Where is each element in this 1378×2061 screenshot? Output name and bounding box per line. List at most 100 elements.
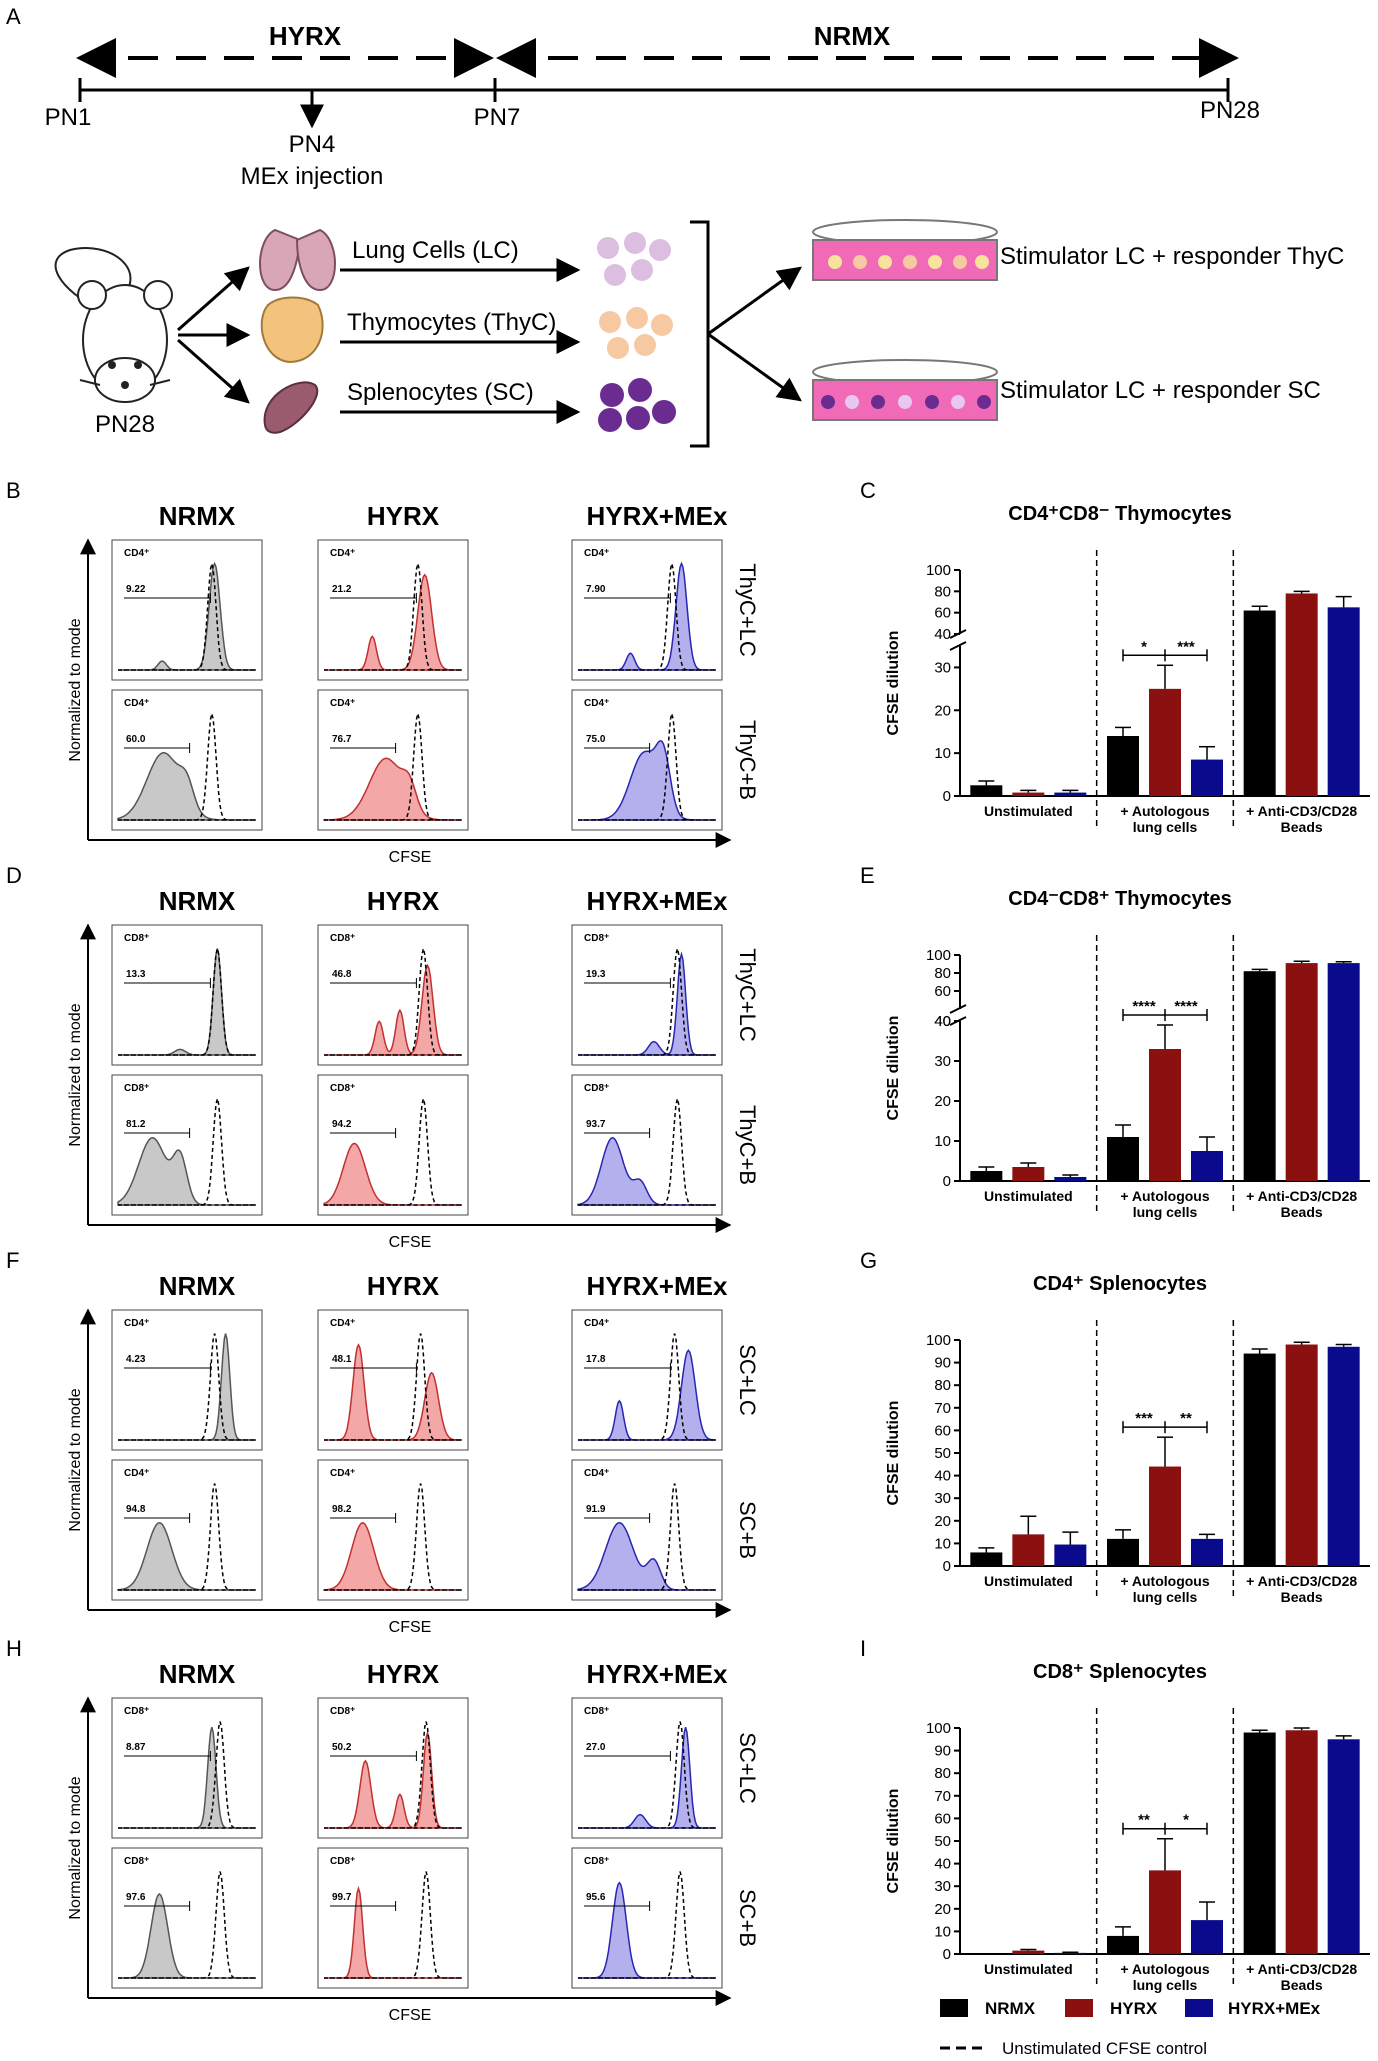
significance-label: *** — [1135, 1410, 1153, 1427]
gate-label: CD8⁺ — [584, 1706, 609, 1717]
condition-label: SC+LC — [735, 1732, 760, 1804]
gate-label: CD8⁺ — [330, 1706, 355, 1717]
y-tick-label: 20 — [934, 702, 951, 719]
flow-histogram: CD8⁺ 99.7 — [317, 1847, 469, 1989]
gate-percentage: 93.7 — [586, 1119, 606, 1130]
gate-label: CD4⁺ — [124, 1318, 149, 1329]
unstimulated-control-curve — [578, 1098, 716, 1206]
gate-label: CD4⁺ — [124, 548, 149, 559]
bar — [1054, 792, 1087, 796]
category-label: lung cells — [1133, 1589, 1198, 1605]
flow-x-axis-label: CFSE — [389, 1234, 432, 1251]
flow-column-title: HYRX+MEx — [587, 501, 728, 531]
flow-column-title: NRMX — [159, 1659, 236, 1689]
y-tick-label: 70 — [934, 1788, 951, 1805]
gate-label: CD4⁺ — [584, 1318, 609, 1329]
bar — [1149, 1466, 1181, 1566]
flow-histogram: CD8⁺ 94.2 — [317, 1074, 469, 1216]
flow-y-axis-label: Normalized to mode — [67, 1003, 84, 1146]
gate-label: CD4⁺ — [330, 1468, 355, 1479]
flow-histogram: CD4⁺ 48.1 — [317, 1309, 469, 1451]
y-tick-label: 60 — [934, 605, 951, 622]
y-tick-label: 100 — [926, 947, 951, 964]
lung-cells-label: Lung Cells (LC) — [352, 237, 519, 264]
legend-label-hyrx-mex: HYRX+MEx — [1228, 1999, 1321, 2018]
flow-histogram: CD4⁺ 98.2 — [317, 1459, 469, 1601]
gate-label: CD4⁺ — [330, 1318, 355, 1329]
gate-percentage: 99.7 — [332, 1892, 352, 1903]
mouse-age-label: PN28 — [95, 411, 155, 438]
y-tick-label: 90 — [934, 1355, 951, 1372]
flow-histogram: CD4⁺ 76.7 — [317, 689, 469, 831]
category-label: + Autologous — [1120, 1188, 1210, 1204]
bar — [1012, 1534, 1045, 1566]
y-tick-label: 30 — [934, 659, 951, 676]
gate-label: CD4⁺ — [124, 698, 149, 709]
bar — [1327, 607, 1360, 796]
unstimulated-control-curve — [578, 1871, 716, 1979]
flow-histogram: CD8⁺ 27.0 — [571, 1697, 723, 1839]
gate-label: CD4⁺ — [584, 1468, 609, 1479]
histogram-frame — [111, 1697, 263, 1839]
gate-label: CD8⁺ — [124, 1083, 149, 1094]
y-tick-label: 20 — [934, 1901, 951, 1918]
histogram-frame — [571, 1697, 723, 1839]
bar — [1285, 963, 1318, 1181]
unstimulated-control-curve — [578, 1483, 716, 1591]
bar — [970, 785, 1003, 796]
bar — [1191, 1920, 1223, 1954]
flow-histogram: CD4⁺ 60.0 — [111, 689, 263, 831]
category-label: Unstimulated — [984, 1188, 1073, 1204]
category-label: lung cells — [1133, 1204, 1198, 1220]
flow-histogram: CD4⁺ 9.22 — [111, 539, 263, 681]
unstimulated-control-curve — [324, 1483, 462, 1591]
y-tick-label: 40 — [934, 626, 951, 643]
gate-percentage: 75.0 — [586, 734, 606, 745]
bar-chart-g: G CD4⁺ Splenocytes 0 10 20 30 40 50 60 70 80 90 100 C… — [860, 1248, 1370, 1605]
unstimulated-control-curve — [578, 948, 716, 1056]
unstimulated-control-curve — [324, 563, 462, 671]
gate-percentage: 81.2 — [126, 1119, 146, 1130]
bar — [1107, 1137, 1139, 1181]
legend-dashed-label: Unstimulated CFSE control — [1002, 2039, 1207, 2058]
thymus-icon — [260, 296, 324, 364]
gate-percentage: 7.90 — [586, 584, 606, 595]
flow-histogram: CD8⁺ 97.6 — [111, 1847, 263, 1989]
unstimulated-control-curve — [118, 1098, 256, 1206]
histogram-frame — [111, 1847, 263, 1989]
significance-label: * — [1141, 638, 1147, 655]
flow-column-title: NRMX — [159, 501, 236, 531]
bar — [1054, 1544, 1087, 1566]
significance-label: *** — [1177, 638, 1195, 655]
panel-letter-a: A — [6, 4, 21, 29]
bar — [1243, 610, 1276, 796]
y-tick-label: 100 — [926, 562, 951, 579]
y-tick-label: 80 — [934, 1377, 951, 1394]
category-label: lung cells — [1133, 1977, 1198, 1993]
condition-label: ThyC+B — [735, 720, 760, 800]
histogram-frame — [111, 539, 263, 681]
unstimulated-control-curve — [118, 713, 256, 821]
gate-label: CD8⁺ — [584, 1083, 609, 1094]
gate-label: CD4⁺ — [330, 698, 355, 709]
flow-column-title: HYRX — [367, 501, 440, 531]
bar — [970, 1171, 1003, 1181]
condition-label: ThyC+LC — [735, 948, 760, 1042]
y-tick-label: 50 — [934, 1445, 951, 1462]
bar — [1107, 736, 1139, 796]
bar — [1327, 1739, 1360, 1954]
gate-percentage: 46.8 — [332, 969, 352, 980]
timeline-nrmx-label: NRMX — [814, 21, 891, 51]
panel-letter-c: C — [860, 478, 876, 503]
y-tick-label: 10 — [934, 1923, 951, 1940]
unstimulated-control-curve — [578, 1333, 716, 1441]
bar — [1191, 759, 1223, 796]
bar — [1285, 593, 1318, 796]
y-tick-label: 10 — [934, 1535, 951, 1552]
bar — [1149, 1870, 1181, 1954]
flow-histogram: CD4⁺ 4.23 — [111, 1309, 263, 1451]
y-tick-label: 40 — [934, 1468, 951, 1485]
bar — [1285, 1730, 1318, 1954]
flow-column-title: HYRX — [367, 1271, 440, 1301]
